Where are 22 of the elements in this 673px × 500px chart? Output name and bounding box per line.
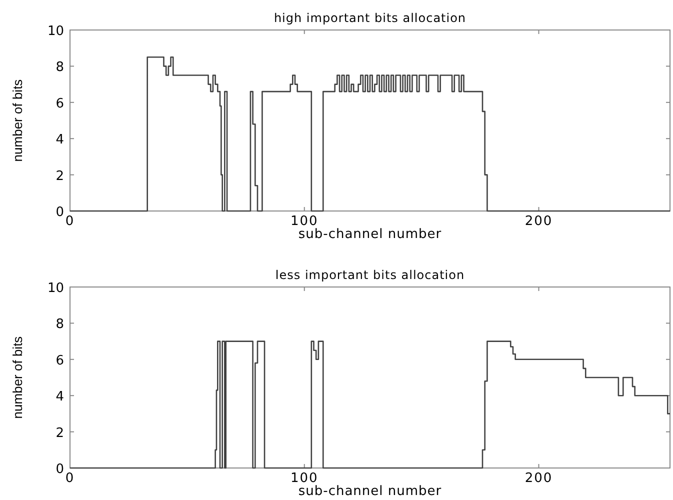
chart-title: less important bits allocation — [275, 268, 465, 282]
x-axis-title: sub-channel number — [298, 484, 442, 499]
y-tick-label: 8 — [56, 317, 64, 332]
y-tick-label: 4 — [56, 132, 64, 148]
x-tick-label: 0 — [65, 471, 75, 486]
y-tick-label: 10 — [47, 281, 64, 296]
x-axis-title: sub-channel number — [298, 227, 442, 242]
x-tick-label: 100 — [290, 471, 318, 486]
chart-title: high important bits allocation — [274, 11, 466, 25]
y-axis-title: number of bits — [10, 336, 25, 419]
y-tick-label: 2 — [56, 426, 64, 441]
x-tick-label: 100 — [290, 214, 318, 229]
y-tick-label: 4 — [56, 390, 64, 405]
y-tick-label: 10 — [47, 24, 64, 39]
x-tick-label: 0 — [65, 214, 75, 229]
x-tick-label: 200 — [524, 471, 553, 486]
y-tick-label: 6 — [56, 353, 64, 368]
y-tick-label: 2 — [56, 168, 64, 184]
y-tick-label: 8 — [56, 60, 64, 76]
y-axis-title: number of bits — [10, 78, 25, 162]
x-tick-label: 200 — [524, 214, 553, 229]
y-tick-label: 6 — [56, 96, 64, 112]
